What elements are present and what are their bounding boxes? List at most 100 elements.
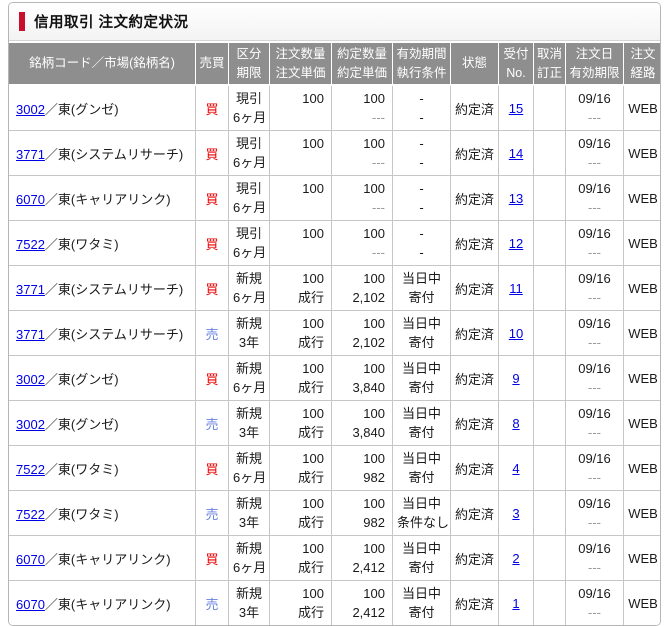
receipt-no-link[interactable]: 8 [512, 415, 520, 431]
stock-code-link[interactable]: 3771 [16, 146, 45, 162]
stock-code-link[interactable]: 3771 [16, 326, 45, 342]
order-row: 3002／東(グンゼ) 売 新規 3年 100 成行 100 3,840 当日中 寄付 約定済 8 09… [9, 400, 660, 445]
stock-code-link[interactable]: 3002 [16, 416, 45, 432]
exec-condition: - [419, 200, 424, 215]
valid-period: - [419, 136, 424, 151]
status-cell: 約定済 [450, 310, 498, 355]
exec-condition: 寄付 [408, 290, 435, 305]
order-qty: 100 [302, 181, 324, 196]
receipt-no-link[interactable]: 10 [508, 325, 524, 341]
route-cell: WEB [623, 265, 660, 310]
term-label: 6ヶ月 [233, 245, 267, 260]
date-expiry-cell: 09/16 --- [565, 175, 623, 220]
receipt-no-link[interactable]: 11 [509, 280, 523, 296]
receipt-cell: 15 [498, 86, 533, 130]
date-expiry-cell: 09/16 --- [565, 310, 623, 355]
receipt-no-link[interactable]: 4 [512, 460, 520, 476]
valid-period: - [419, 181, 424, 196]
valid-cond-cell: 当日中 寄付 [392, 400, 450, 445]
receipt-no-link[interactable]: 12 [508, 235, 524, 251]
exec-price: --- [372, 245, 385, 260]
exec-price: 2,102 [352, 335, 385, 350]
route-cell: WEB [623, 175, 660, 220]
exec-condition: - [419, 110, 424, 125]
term-label: 6ヶ月 [233, 110, 267, 125]
order-price: 成行 [297, 470, 324, 485]
category-term-cell: 現引 6ヶ月 [228, 220, 269, 265]
category-term-cell: 新規 3年 [228, 400, 269, 445]
stock-market-name: ／東(キャリアリンク) [44, 191, 171, 207]
order-date: 09/16 [578, 496, 611, 511]
order-row: 6070／東(キャリアリンク) 買現引 6ヶ月 100 100 --- - - 約定済 13 09/… [9, 175, 660, 220]
exec-qty: 100 [363, 91, 385, 106]
stock-code-link[interactable]: 7522 [16, 506, 45, 522]
cancel-correct-cell [533, 355, 565, 400]
stock-market-name: ／東(システムリサーチ) [44, 146, 184, 162]
order-row: 7522／東(ワタミ) 売新規 3年 100 成行 100 982 当日中 条件なし 約定済 3 09… [9, 490, 660, 535]
side-cell: 買 [195, 445, 228, 490]
route-cell: WEB [623, 400, 660, 445]
order-row: 7522／東(ワタミ) 買現引 6ヶ月 100 100 --- - - 約定済 12 09/16 --… [9, 220, 660, 265]
side-label: 売 [205, 506, 219, 522]
exec-price: 982 [363, 470, 385, 485]
status-cell: 約定済 [450, 355, 498, 400]
order-qty: 100 [302, 91, 324, 106]
valid-period: 当日中 [401, 316, 441, 331]
date-expiry-cell: 09/16 --- [565, 445, 623, 490]
exec-price: 2,102 [352, 290, 385, 305]
stock-code-link[interactable]: 3002 [16, 101, 45, 117]
status-cell: 約定済 [450, 265, 498, 310]
date-expiry-cell: 09/16 --- [565, 86, 623, 130]
order-date: 09/16 [578, 181, 611, 196]
stock-code-link[interactable]: 7522 [16, 461, 45, 477]
side-cell: 売 [195, 490, 228, 535]
receipt-no-link[interactable]: 14 [508, 145, 524, 161]
category-label: 新規 [235, 406, 262, 421]
order-price: 成行 [297, 515, 324, 530]
stock-code-link[interactable]: 7522 [16, 236, 45, 252]
orders-table: 銘柄コード／市場(銘柄名) 売買 区分 期限 注文数量 注文単価 約定数量 約定単価 有効期間執… [9, 41, 660, 625]
stock-code-link[interactable]: 3002 [16, 371, 45, 387]
side-label: 買 [205, 101, 219, 117]
receipt-no-link[interactable]: 13 [508, 190, 524, 206]
expiry-label: --- [588, 380, 601, 395]
receipt-no-link[interactable]: 1 [512, 595, 520, 611]
exec-qty-price-cell: 100 2,102 [331, 265, 392, 310]
status-cell: 約定済 [450, 175, 498, 220]
valid-cond-cell: -- [392, 175, 450, 220]
cancel-correct-cell [533, 490, 565, 535]
term-label: 3年 [238, 335, 260, 350]
column-header-cancel: 取消 訂正 [533, 41, 565, 86]
receipt-no-link[interactable]: 3 [512, 505, 520, 521]
stock-cell: 3002／東(グンゼ) [9, 355, 195, 400]
stock-cell: 3771／東(システムリサーチ) [9, 265, 195, 310]
order-price: 成行 [297, 605, 324, 620]
receipt-no-link[interactable]: 15 [508, 100, 524, 116]
receipt-cell: 10 [498, 310, 533, 355]
stock-code-link[interactable]: 6070 [16, 191, 45, 207]
stock-code-link[interactable]: 6070 [16, 551, 45, 567]
receipt-no-link[interactable]: 9 [512, 370, 520, 386]
order-price: 成行 [297, 560, 324, 575]
order-row: 3771／東(システムリサーチ) 売 新規 3年 100 成行 100 2,102 当日中 寄付約… [9, 310, 660, 355]
date-expiry-cell: 09/16 --- [565, 355, 623, 400]
exec-price: --- [372, 155, 385, 170]
valid-cond-cell: 当日中 条件なし [392, 490, 450, 535]
valid-cond-cell: 当日中 寄付 [392, 355, 450, 400]
receipt-no-link[interactable]: 2 [512, 550, 520, 566]
stock-market-name: ／東(キャリアリンク) [44, 596, 171, 612]
header-row: 銘柄コード／市場(銘柄名) 売買 区分 期限 注文数量 注文単価 約定数量 約定単価 有効期間執… [9, 41, 660, 86]
exec-qty: 100 [363, 406, 385, 421]
valid-cond-cell: 当日中 寄付 [392, 310, 450, 355]
order-qty-price-cell: 100 成行 [269, 355, 331, 400]
order-qty: 100 [302, 136, 324, 151]
column-header-kubun: 区分 期限 [228, 41, 269, 86]
order-date: 09/16 [578, 541, 611, 556]
cancel-correct-cell [533, 535, 565, 580]
column-header-exec: 約定数量 約定単価 [331, 41, 392, 86]
valid-period: 当日中 [401, 451, 441, 466]
stock-code-link[interactable]: 3771 [16, 281, 45, 297]
stock-code-link[interactable]: 6070 [16, 596, 45, 612]
side-label: 買 [205, 551, 219, 567]
order-price [274, 153, 324, 172]
